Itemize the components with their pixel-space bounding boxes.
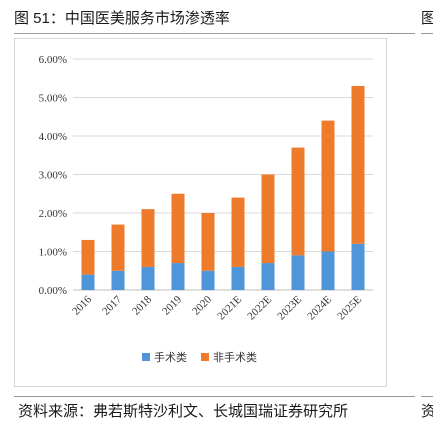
x-tick-label: 2022E: [245, 293, 274, 322]
legend-label-surgical: 手术类: [154, 350, 187, 364]
x-tick-label: 2018: [130, 293, 154, 317]
x-tick-label: 2025E: [335, 293, 364, 322]
bar-segment-non-surgical: [351, 85, 365, 244]
bar-segment-non-surgical: [321, 120, 335, 252]
source-note: 资料来源：弗若斯特沙利文、长城国瑞证券研究所: [18, 403, 349, 420]
bar-segment-non-surgical: [201, 213, 215, 271]
bar-segment-surgical: [291, 255, 305, 290]
source-rule: [14, 396, 415, 397]
figure-title: 图 51：中国医美服务市场渗透率: [14, 10, 230, 27]
x-tick-label: 2016: [70, 293, 94, 317]
bar-segment-surgical: [321, 251, 335, 290]
figure-header: 图 51：中国医美服务市场渗透率 图: [0, 0, 433, 34]
bar-segment-non-surgical: [111, 224, 125, 271]
y-tick-label: 4.00%: [39, 131, 67, 143]
adjacent-header-rule: [421, 33, 433, 34]
adjacent-figure-title-fragment: 图: [421, 10, 433, 27]
bar-segment-surgical: [81, 274, 95, 290]
adjacent-source-fragment: 资: [421, 403, 433, 420]
y-tick-label: 2.00%: [39, 208, 67, 220]
bar-segment-non-surgical: [171, 193, 185, 264]
bar-segment-non-surgical: [231, 197, 245, 267]
stacked-bar-chart: 0.00%1.00%2.00%3.00%4.00%5.00%6.00%2016 2…: [39, 54, 373, 364]
x-tick-label: 2020: [190, 293, 214, 317]
y-tick-label: 3.00%: [39, 170, 67, 182]
x-tick-label: 2023E: [275, 293, 304, 322]
legend-label-non-surgical: 非手术类: [213, 350, 257, 364]
bar-segment-non-surgical: [141, 209, 155, 267]
x-tick-label: 2021E: [215, 293, 244, 322]
x-tick-label: 2019: [160, 293, 184, 317]
bar-segment-non-surgical: [291, 147, 305, 256]
y-tick-label: 6.00%: [39, 54, 67, 66]
bar-segment-surgical: [111, 270, 125, 290]
y-tick-label: 1.00%: [39, 247, 67, 259]
bar-segment-surgical: [171, 263, 185, 290]
y-tick-label: 5.00%: [39, 93, 67, 105]
bar-segment-surgical: [141, 266, 155, 290]
legend-swatch-non-surgical: [201, 353, 209, 361]
x-tick-label: 2017: [100, 293, 124, 317]
adjacent-source-rule: [421, 396, 433, 397]
bar-segment-surgical: [201, 270, 215, 290]
x-tick-label: 2024E: [305, 293, 334, 322]
y-tick-label: 0.00%: [39, 285, 67, 297]
bar-segment-non-surgical: [261, 174, 275, 264]
header-rule: [14, 33, 415, 34]
bar-segment-non-surgical: [81, 239, 95, 275]
bar-segment-surgical: [231, 266, 245, 290]
legend-swatch-surgical: [142, 353, 150, 361]
bar-segment-surgical: [351, 243, 365, 290]
chart-frame: 0.00% 1.00% 2.00% 3.00% 4.00% 5.00% 6.00% 2016 2…: [14, 38, 387, 387]
bar-segment-surgical: [261, 263, 275, 290]
